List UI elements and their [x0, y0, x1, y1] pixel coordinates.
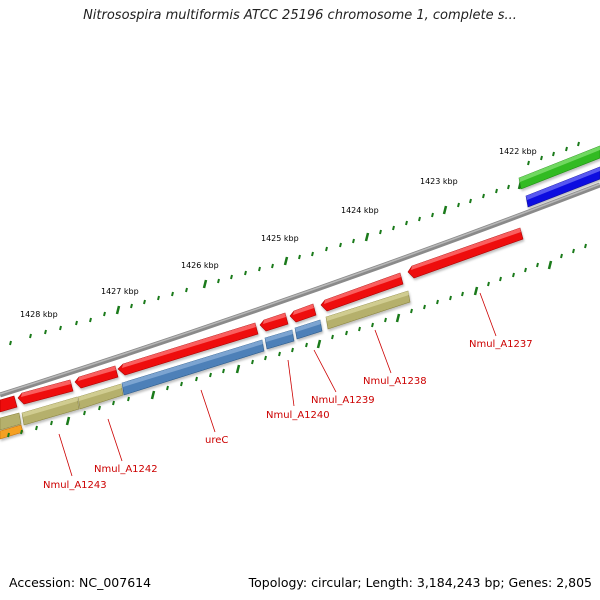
gene-label-nmul-a1240: Nmul_A1240	[266, 410, 330, 421]
gene-label-urec: ureC	[205, 435, 228, 446]
outer-scale-major-ticks	[115, 180, 523, 315]
gene-label-nmul-a1237: Nmul_A1237	[469, 339, 533, 350]
gene-label-nmul-a1243: Nmul_A1243	[43, 480, 107, 491]
gene-label-nmul-a1238: Nmul_A1238	[363, 376, 427, 387]
accession-label: Accession: NC_007614	[9, 575, 152, 590]
lower-gene-track	[0, 290, 411, 440]
kbp-label-1427: 1427 kbp	[101, 287, 139, 296]
map-title: Nitrosospira multiformis ATCC 25196 chro…	[83, 8, 517, 23]
gene-red-edge	[0, 395, 18, 413]
inner-scale-major-ticks	[65, 260, 553, 426]
kbp-label-1424: 1424 kbp	[341, 206, 379, 215]
inner-scale-ticks	[7, 243, 587, 438]
blue-feature-track	[525, 166, 600, 208]
red-gene-track	[0, 227, 524, 413]
genome-summary: Topology: circular; Length: 3,184,243 bp…	[248, 575, 592, 590]
kbp-label-1428: 1428 kbp	[20, 310, 58, 319]
outer-scale-ticks	[9, 141, 580, 346]
chromosome-backbone	[0, 182, 600, 398]
gene-khaki-edge	[0, 412, 22, 431]
kbp-label-1425: 1425 kbp	[261, 234, 299, 243]
kbp-label-1422: 1422 kbp	[499, 147, 537, 156]
gene-label-nmul-a1242: Nmul_A1242	[94, 464, 158, 475]
gene-orange-edge	[0, 424, 24, 440]
kbp-label-1423: 1423 kbp	[420, 177, 458, 186]
green-feature-track	[518, 145, 600, 190]
gene-labels: Nmul_A1237 Nmul_A1238 Nmul_A1239 Nmul_A1…	[43, 339, 533, 491]
gene-label-nmul-a1239: Nmul_A1239	[311, 395, 375, 406]
label-leader-lines	[58, 292, 497, 477]
kbp-label-1426: 1426 kbp	[181, 261, 219, 270]
kbp-labels: 1422 kbp 1423 kbp 1424 kbp 1425 kbp 1426…	[20, 147, 537, 319]
